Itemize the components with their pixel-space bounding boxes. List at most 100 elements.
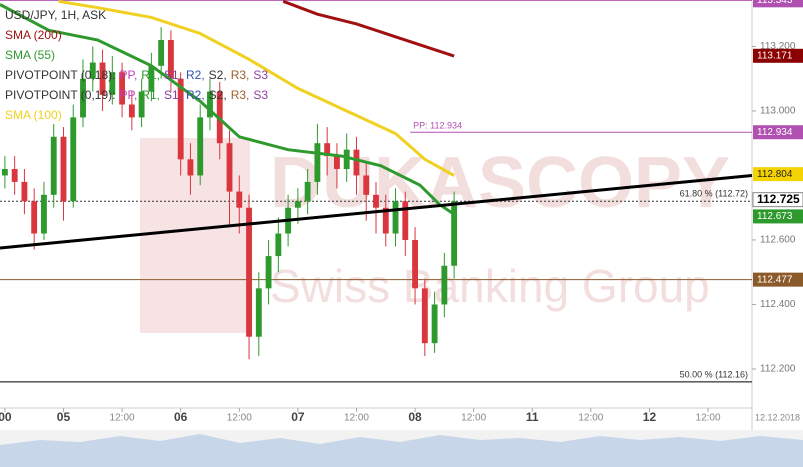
candle-body: [109, 72, 116, 95]
x-tick-label: 06: [174, 410, 188, 424]
x-tick-label: 12:00: [696, 413, 721, 424]
candle-body: [402, 201, 409, 240]
candle-body: [128, 104, 135, 118]
candle-body: [363, 175, 370, 195]
legend: USD/JPY, 1H, ASK SMA (200) SMA (55) SMA (10…: [5, 8, 268, 122]
pivot-label: PP: 112.934: [413, 121, 462, 131]
x-tick-label: 00: [0, 410, 12, 424]
candle-body: [60, 136, 67, 202]
date-label: 12.12.2018: [755, 412, 800, 422]
trendline: [0, 173, 753, 250]
candle-body: [334, 156, 340, 170]
legend-entry: SMA (100): [5, 108, 62, 122]
candle-body: [99, 62, 106, 95]
candle-body: [421, 288, 428, 344]
candle-body: [207, 91, 213, 118]
candle-body: [431, 304, 438, 344]
candle-body: [31, 201, 38, 234]
candle-body: [167, 39, 174, 79]
candle-body: [148, 65, 155, 92]
navigator-area: [0, 434, 803, 467]
x-tick-label: 08: [408, 410, 422, 424]
candle-body: [314, 143, 321, 182]
legend-title: USD/JPY, 1H, ASK: [5, 8, 106, 22]
legend-pivot-part: R1,: [141, 88, 160, 102]
price-label-box: [753, 209, 803, 224]
x-tick-label: 12:00: [227, 413, 252, 424]
candle-body: [255, 288, 262, 337]
fib-label: 61.80 % (112.72): [680, 189, 748, 199]
x-tick-label: 05: [57, 410, 71, 424]
price-label: 112.477: [757, 274, 793, 285]
candle-body: [119, 72, 126, 105]
price-label: 113.171: [757, 50, 793, 61]
x-tick-label: 12:00: [578, 413, 603, 424]
candle-body: [187, 159, 194, 176]
sma-line: [0, 3, 455, 216]
legend-pivot-name: PIVOTPOINT (0,19):: [5, 88, 115, 102]
price-label-box: [752, 192, 803, 208]
axis: 112.200 112.400 112.600 113.000 113.200 00 05 1…: [0, 0, 803, 424]
candle-body: [412, 239, 418, 289]
price-label: 112.934: [757, 127, 793, 138]
candle-body: [138, 91, 145, 118]
watermark-logo: [140, 138, 250, 333]
sma-line: [58, 0, 455, 177]
fib-label: 50.00 % (112.16): [680, 369, 748, 379]
y-tick-label: 113.000: [760, 106, 796, 117]
candle-body: [343, 149, 350, 170]
y-tick-label: 113.200: [760, 41, 796, 52]
candle-body: [41, 194, 47, 234]
y-tick-label: 112.600: [760, 235, 796, 246]
candle-body: [177, 78, 184, 160]
legend-pivot-name: PIVOTPOINT (0,18):: [5, 68, 115, 82]
candle-body: [382, 207, 389, 234]
candle-body: [304, 181, 311, 202]
candle-body: [80, 78, 86, 118]
candle-body: [70, 117, 77, 202]
legend-pivot-part: S2,: [209, 68, 227, 82]
price-label-box: [753, 48, 803, 63]
price-label: 113.343: [757, 0, 793, 6]
legend-pivot-part: R2,: [186, 68, 205, 82]
x-tick-label: 07: [291, 410, 305, 424]
candle-body: [275, 233, 282, 257]
x-tick-label: 12:00: [461, 413, 486, 424]
legend-entry: SMA (55): [5, 48, 55, 62]
candle-body: [50, 136, 57, 195]
candle-body: [265, 256, 272, 289]
legend-entry: SMA (200): [5, 28, 62, 42]
candle-body: [21, 181, 28, 202]
price-label-box: [753, 0, 803, 8]
plot: 61.80 % (112.72) 50.00 % (112.16) PP: 112.…: [0, 0, 753, 383]
price-label-box: [753, 125, 803, 140]
legend-pivot-part: S2,: [209, 88, 227, 102]
y-tick-label: 112.200: [760, 364, 796, 375]
candle-body: [451, 201, 458, 266]
legend-pivot-part: PP,: [119, 88, 137, 102]
candle-body: [89, 62, 96, 79]
candle-body: [441, 265, 448, 305]
watermark-text: Swiss Banking Group: [270, 260, 710, 312]
x-tick-label: 11: [526, 410, 539, 424]
price-label-box: [753, 272, 803, 287]
legend-pivot-part: S1,: [164, 88, 182, 102]
legend-pivot-part: R1,: [141, 68, 160, 82]
sma-line: [282, 0, 455, 58]
legend-pivot-part: R2,: [186, 88, 205, 102]
legend-pivot-part: R3,: [231, 88, 250, 102]
x-tick-label: 12: [643, 410, 657, 424]
candle-body: [246, 207, 252, 337]
y-tick-label: 112.400: [760, 299, 796, 310]
candle-body: [197, 117, 204, 176]
candle-body: [226, 143, 233, 192]
candle-body: [236, 191, 243, 208]
price-label-box: [753, 167, 803, 182]
legend-pivot-part: S3: [253, 88, 268, 102]
legend-pivot-part: PP,: [119, 68, 137, 82]
price-label: 112.725: [757, 192, 800, 206]
legend-pivot-part: S3: [253, 68, 268, 82]
legend-pivot: PIVOTPOINT (0,18): PP, R1, S1, R2, S2, R3, S3: [5, 68, 268, 82]
